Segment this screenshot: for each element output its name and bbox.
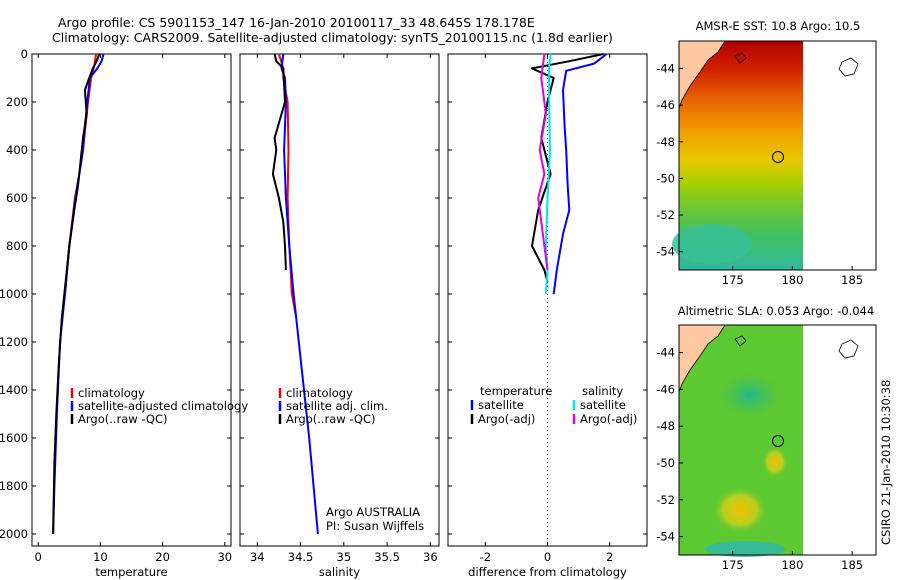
sst-map-ticks: 175 180 185 -44 -46 -48 -50 -52 -54: [656, 61, 863, 287]
sst-map-xtick-label: 175: [722, 273, 744, 287]
temperature-series-line-2: [52, 53, 101, 535]
sst-map-xtick-label: 180: [781, 273, 803, 287]
salinity-panel: 34 34.5 35 35.5 36 salinity climatologysatelli…: [239, 53, 440, 579]
sla-positive-anomaly-east: [762, 446, 788, 478]
difference-legend-label: satellite: [580, 398, 626, 412]
sst-map-ytick-label: -48: [656, 135, 675, 149]
temperature-legend-label: satellite-adjusted climatology: [78, 399, 248, 413]
sla-map-panel: Altimetric SLA: 0.053 Argo: -0.044 175 18…: [656, 304, 877, 572]
sst-float-marker: [772, 151, 784, 163]
sla-southern-edge: [705, 541, 785, 557]
island-outline-east-sla: [838, 339, 859, 359]
difference-legend-label: Argo(-adj): [580, 412, 637, 426]
sst-map-ytick-label: -44: [656, 61, 675, 75]
depth-tick-label: 400: [6, 143, 28, 157]
depth-tick-label: 2000: [0, 527, 28, 541]
sla-negative-anomaly: [720, 373, 780, 417]
temperature-xtick-label: 10: [93, 550, 108, 564]
depth-tick-label: 1600: [0, 431, 28, 445]
salinity-xtick-label: 35: [337, 550, 352, 564]
difference-xtick-label: -2: [480, 550, 491, 564]
temperature-legend-label: Argo(..raw -QC): [78, 412, 168, 426]
header-line-2: Climatology: CARS2009. Satellite-adjuste…: [52, 30, 613, 45]
depth-tick-label: 800: [6, 239, 28, 253]
depth-tick-label: 600: [6, 191, 28, 205]
difference-xtick-label: 2: [606, 550, 613, 564]
difference-xtick-label: 0: [544, 550, 551, 564]
depth-tick-label: 0: [21, 47, 28, 61]
difference-legend-label: Argo(-adj): [478, 412, 535, 426]
sla-map-ytick-label: -48: [656, 419, 675, 433]
depth-tick-label: 200: [6, 95, 28, 109]
sst-map-panel: AMSR-E SST: 10.8 Argo: 10.5 175 180 185 -44…: [656, 19, 877, 287]
sla-map-ytick-label: -54: [656, 530, 675, 544]
sla-map-ytick-label: -50: [656, 456, 675, 470]
salinity-xtick-label: 34: [250, 550, 265, 564]
sla-map-ytick-label: -44: [656, 346, 675, 360]
temperature-xlabel: temperature: [95, 565, 167, 579]
sla-map-xtick-label: 185: [841, 558, 863, 572]
temperature-xtick-label: 20: [155, 550, 170, 564]
salinity-xtick-label: 35.5: [374, 550, 400, 564]
temperature-xtick-label: 0: [35, 550, 42, 564]
salinity-xtick-label: 36: [423, 550, 438, 564]
header-line-1: Argo profile: CS 5901153_147 16-Jan-2010…: [58, 15, 535, 30]
salinity-frame: [239, 53, 440, 547]
depth-tick-label: 1200: [0, 335, 28, 349]
difference-series-line-0: [552, 53, 608, 295]
difference-legend-title-temperature: temperature: [480, 384, 552, 398]
sst-map-frame: [678, 40, 877, 271]
salinity-annotation: PI: Susan Wijffels: [326, 519, 424, 533]
salinity-series-line-0: [277, 53, 298, 319]
sla-float-marker: [772, 435, 784, 447]
sla-map-frame: [678, 324, 877, 556]
temperature-frame: [31, 53, 232, 547]
temperature-series-line-0: [64, 53, 98, 295]
side-timestamp-label: CSIRO 21-Jan-2010 10:30:38: [879, 380, 893, 545]
chatham-island-outline: [734, 52, 747, 64]
salinity-xtick-label: 34.5: [288, 550, 314, 564]
sst-map-ytick-label: -52: [656, 208, 675, 222]
salinity-legend-label: Argo(..raw -QC): [286, 412, 376, 426]
sla-map-ytick-label: -46: [656, 382, 675, 396]
sst-map-ytick-label: -46: [656, 98, 675, 112]
salinity-xlabel: salinity: [319, 565, 360, 579]
temperature-series-line-1: [52, 53, 105, 535]
sla-positive-anomaly-south: [712, 486, 768, 534]
salinity-annotation: Argo AUSTRALIA: [326, 505, 420, 519]
sst-map-xtick-label: 185: [841, 273, 863, 287]
temperature-panel: 0 10 20 30 temperature 0 200 400 600 800 1000 1200 1…: [0, 47, 248, 579]
sst-map-ytick-label: -50: [656, 171, 675, 185]
chatham-island-outline-sla: [734, 335, 747, 347]
sla-map-title: Altimetric SLA: 0.053 Argo: -0.044: [678, 304, 875, 318]
sst-map-title: AMSR-E SST: 10.8 Argo: 10.5: [696, 19, 861, 33]
salinity-series-line-1: [280, 53, 319, 535]
sla-map-xtick-label: 180: [781, 558, 803, 572]
difference-legend-label: satellite: [478, 398, 524, 412]
difference-series-line-3: [537, 53, 549, 271]
difference-legend-title-salinity: salinity: [582, 384, 623, 398]
depth-tick-label: 1000: [0, 287, 28, 301]
temperature-xtick-label: 30: [217, 550, 232, 564]
depth-tick-label: 1800: [0, 479, 28, 493]
sla-map-ticks: 175 180 185 -44 -46 -48 -50 -52 -54: [656, 346, 863, 572]
difference-frame: [447, 53, 648, 547]
depth-tick-label: 1400: [0, 383, 28, 397]
sst-map-ytick-label: -54: [656, 245, 675, 259]
temperature-legend-label: climatology: [78, 386, 145, 400]
island-outline-east: [838, 57, 859, 77]
salinity-legend-label: satellite adj. clim.: [286, 399, 388, 413]
sla-map-ytick-label: -52: [656, 493, 675, 507]
salinity-series-line-2: [271, 53, 287, 271]
difference-xlabel: difference from climatology: [468, 565, 627, 579]
sla-map-xtick-label: 175: [722, 558, 744, 572]
salinity-legend-label: climatology: [286, 386, 353, 400]
sst-cool-patch: [672, 224, 752, 264]
